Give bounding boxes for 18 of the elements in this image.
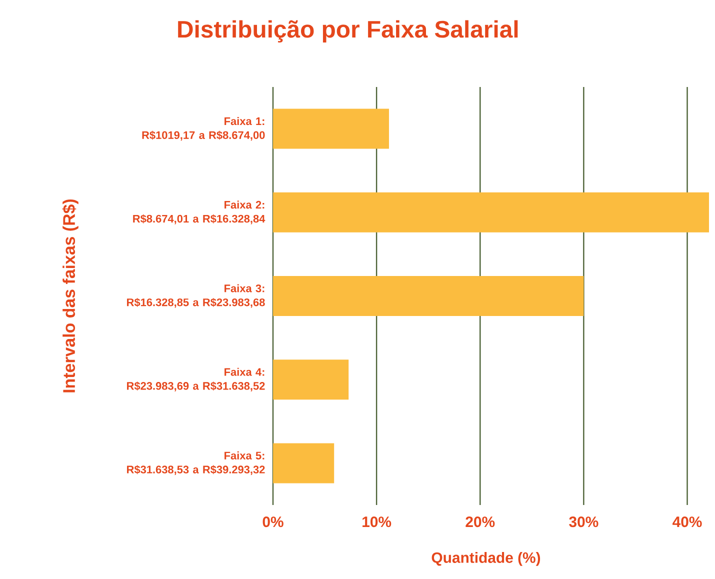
bar: [272, 360, 349, 400]
bar: [272, 276, 584, 316]
y-axis-title: Intervalo das faixas (R$): [62, 199, 78, 392]
y-tick-label: Faixa 4: R$23.983,69 a R$31.638,52: [127, 368, 265, 392]
x-tick-label: 20%: [466, 516, 495, 528]
y-tick-label: Faixa 3: R$16.328,85 a R$23.983,68: [127, 284, 265, 308]
x-axis-title: Quantidade (%): [432, 552, 540, 566]
bar: [272, 443, 334, 484]
x-tick-label: 0%: [262, 516, 284, 528]
y-tick-label: Faixa 5: R$31.638,53 a R$39.293,32: [127, 451, 265, 476]
y-tick-label: Faixa 1: R$1019,17 a R$8.674,00: [142, 117, 265, 141]
x-tick-label: 30%: [569, 516, 598, 528]
bar: [272, 192, 709, 232]
x-tick-label: 10%: [362, 516, 392, 528]
bar: [272, 108, 389, 149]
x-tick-label: 40%: [672, 516, 702, 528]
chart-title: Distribuição por Faixa Salarial: [178, 20, 518, 43]
y-tick-label: Faixa 2: R$8.674,01 a R$16.328,84: [133, 200, 266, 224]
